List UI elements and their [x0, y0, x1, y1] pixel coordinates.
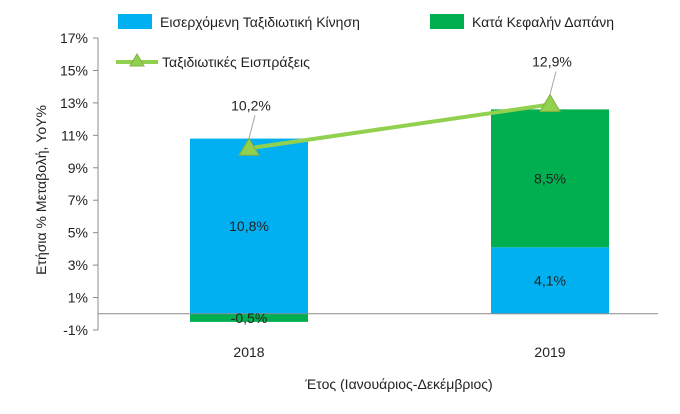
bar-2019-series-1 [491, 109, 609, 248]
x-tick-label: 2019 [534, 344, 565, 360]
line-value-label: 10,2% [231, 97, 271, 113]
y-tick-label: 17% [60, 30, 88, 46]
legend-label-traffic: Εισερχόμενη Ταξιδιωτική Κίνηση [160, 14, 360, 30]
legend-label-receipts: Ταξιδιωτικές Εισπράξεις [162, 54, 310, 70]
legend-marker-receipts [129, 53, 145, 67]
bar-value-label: -0,5% [231, 310, 268, 326]
bar-2018-series-0 [190, 138, 308, 314]
legend-swatch-spending [430, 14, 464, 29]
line-label-leader [248, 115, 256, 139]
line-label-leader [549, 71, 557, 95]
y-axis: -1% 1% 3% 5% 7% 9% 11% 13% 15% 17% [60, 30, 99, 338]
y-tick-label: 9% [68, 160, 88, 176]
line-marker-2019 [539, 93, 561, 113]
x-axis: 2018 2019 [233, 344, 565, 360]
y-tick-label: 15% [60, 62, 88, 78]
y-tick-label: 7% [68, 192, 88, 208]
bar-value-label: 8,5% [534, 170, 566, 186]
bar-value-label: 10,8% [229, 218, 269, 234]
y-tick-label: -1% [63, 322, 88, 338]
data-labels: 10,8% -0,5% 4,1% 8,5% 10,2% 12,9% [229, 54, 572, 326]
y-tick-label: 11% [61, 127, 88, 143]
x-tick-label: 2018 [233, 344, 264, 360]
x-axis-title: Έτος (Ιανουάριος-Δεκέμβριος) [304, 376, 492, 392]
line-receipts [247, 102, 552, 151]
y-tick-label: 5% [68, 225, 88, 241]
y-tick-label: 3% [68, 257, 88, 273]
bar-2019-series-0 [491, 247, 609, 314]
legend-swatch-traffic [118, 14, 152, 29]
y-tick-label: 1% [68, 290, 88, 306]
bars [190, 109, 609, 322]
legend: Εισερχόμενη Ταξιδιωτική Κίνηση Κατά Κεφαλ… [116, 14, 614, 70]
line-series [238, 71, 561, 156]
line-value-label: 12,9% [532, 54, 572, 70]
legend-label-spending: Κατά Κεφαλήν Δαπάνη [472, 14, 614, 30]
y-tick-label: 13% [60, 95, 88, 111]
y-axis-title: Ετήσια % Μεταβολή, YoY% [33, 105, 49, 275]
line-marker-2018 [238, 137, 260, 156]
bar-value-label: 4,1% [534, 273, 566, 289]
bar-2018-series-1 [190, 313, 308, 322]
